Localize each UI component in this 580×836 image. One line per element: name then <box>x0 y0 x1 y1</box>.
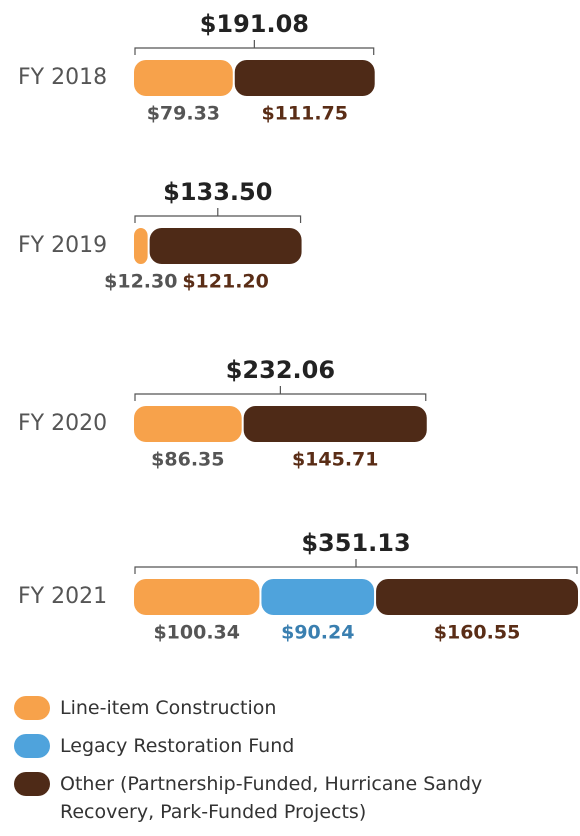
bar-segment <box>376 579 578 615</box>
bar-segment <box>234 60 375 96</box>
bar-segment <box>134 579 260 615</box>
legend-label: Line-item Construction <box>60 697 277 719</box>
legend-swatch <box>14 696 50 720</box>
bar-segment <box>149 228 302 264</box>
value-label: $90.24 <box>281 622 354 644</box>
legend: Line-item Construction Legacy Restoration… <box>14 694 554 836</box>
bar-segment <box>134 60 233 96</box>
total-bracket <box>134 208 302 223</box>
bar-segment <box>134 228 148 264</box>
chart: FY 2018 $79.33 $111.75 $191.08 FY 2019 $12.30… <box>18 10 578 644</box>
legend-swatch <box>14 734 50 758</box>
total-label: $191.08 <box>200 10 309 38</box>
category-label: FY 2021 <box>18 584 107 609</box>
total-label: $351.13 <box>301 529 410 557</box>
category-label: FY 2020 <box>18 411 107 436</box>
bar-segment <box>261 579 375 615</box>
value-label: $12.30 <box>104 271 177 293</box>
total-label: $232.06 <box>226 356 335 384</box>
legend-item: Legacy Restoration Fund <box>14 732 554 760</box>
value-label: $100.34 <box>153 622 240 644</box>
value-label: $111.75 <box>261 103 348 125</box>
legend-swatch <box>14 772 50 796</box>
total-bracket <box>134 386 427 401</box>
total-bracket <box>134 40 375 55</box>
legend-label: Other (Partnership-Funded, Hurricane San… <box>60 773 483 823</box>
bar-segment <box>243 406 427 442</box>
value-label: $121.20 <box>182 271 269 293</box>
category-label: FY 2019 <box>18 233 107 258</box>
value-label: $86.35 <box>151 449 224 471</box>
legend-label: Legacy Restoration Fund <box>60 735 295 757</box>
value-label: $79.33 <box>147 103 220 125</box>
total-bracket <box>134 559 578 574</box>
value-label: $145.71 <box>292 449 379 471</box>
total-label: $133.50 <box>163 178 272 206</box>
legend-item: Line-item Construction <box>14 694 554 722</box>
category-label: FY 2018 <box>18 65 107 90</box>
bar-segment <box>134 406 242 442</box>
legend-item: Other (Partnership-Funded, Hurricane San… <box>14 770 554 826</box>
value-label: $160.55 <box>434 622 521 644</box>
